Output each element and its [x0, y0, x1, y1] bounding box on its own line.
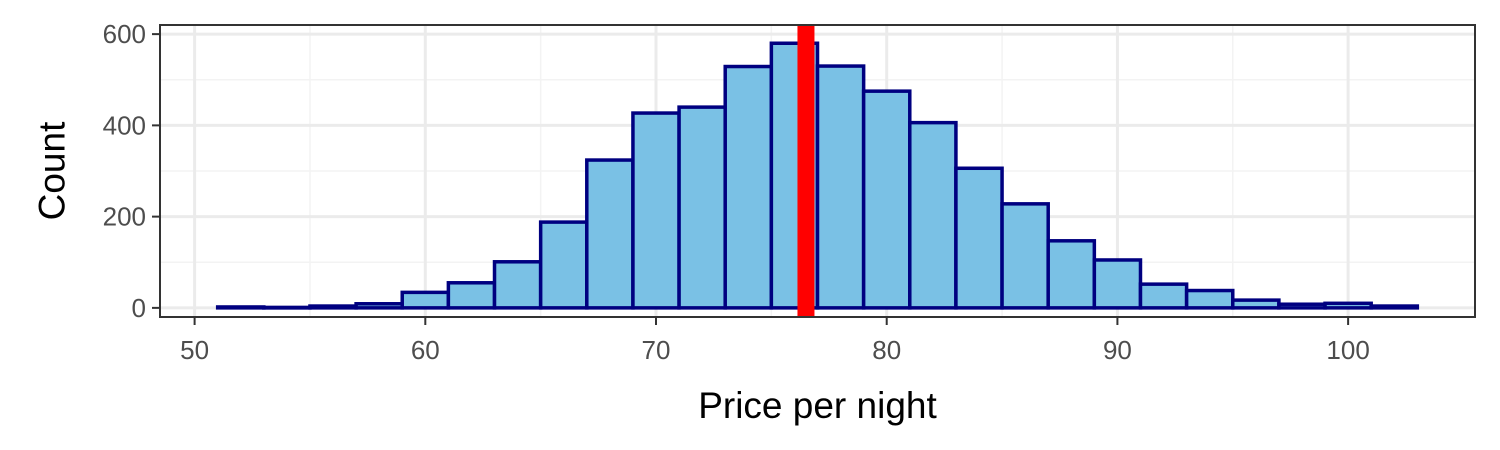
- y-tick-label: 400: [103, 110, 146, 140]
- histogram-bar: [1369, 304, 1420, 310]
- y-axis-ticks: 0 200 400 600: [103, 19, 160, 323]
- histogram-bar: [262, 305, 312, 310]
- histogram-bar: [446, 281, 497, 310]
- histogram-bar: [1184, 288, 1235, 310]
- histogram-bar: [1323, 301, 1373, 310]
- histogram-bar: [815, 64, 866, 310]
- histogram-bar: [1231, 298, 1281, 310]
- histogram-bar: [723, 64, 774, 310]
- histogram-bar: [585, 158, 635, 310]
- histogram-bar: [677, 105, 727, 310]
- x-tick-label: 80: [872, 335, 901, 365]
- histogram-bar: [492, 260, 543, 310]
- x-tick-label: 70: [642, 335, 671, 365]
- histogram-bar: [631, 111, 681, 310]
- histogram-bar: [908, 120, 958, 310]
- x-tick-label: 90: [1103, 335, 1132, 365]
- x-tick-label: 60: [411, 335, 440, 365]
- panel-border: [159, 24, 1476, 318]
- x-axis-title: Price per night: [698, 385, 937, 426]
- histogram-bar: [1000, 202, 1050, 310]
- histogram-bar: [1046, 239, 1097, 310]
- x-tick-label: 50: [180, 335, 209, 365]
- histogram-bar: [354, 302, 404, 310]
- histogram-bar: [1277, 302, 1327, 310]
- histogram-bar: [400, 290, 451, 310]
- histogram-bar: [954, 166, 1004, 310]
- y-axis-title: Count: [32, 121, 73, 220]
- histogram-bar: [308, 304, 358, 310]
- histogram-bars: [215, 41, 1420, 310]
- y-tick-label: 600: [103, 19, 146, 49]
- histogram-bar: [1092, 258, 1143, 310]
- histogram-bar: [1138, 282, 1189, 310]
- x-axis-ticks: 50 60 70 80 90 100: [180, 317, 1370, 365]
- y-tick-label: 0: [132, 293, 146, 323]
- y-tick-label: 200: [103, 202, 146, 232]
- histogram-bar: [538, 220, 589, 310]
- x-tick-label: 100: [1326, 335, 1369, 365]
- histogram-bar: [861, 89, 912, 310]
- histogram-bar: [215, 305, 266, 310]
